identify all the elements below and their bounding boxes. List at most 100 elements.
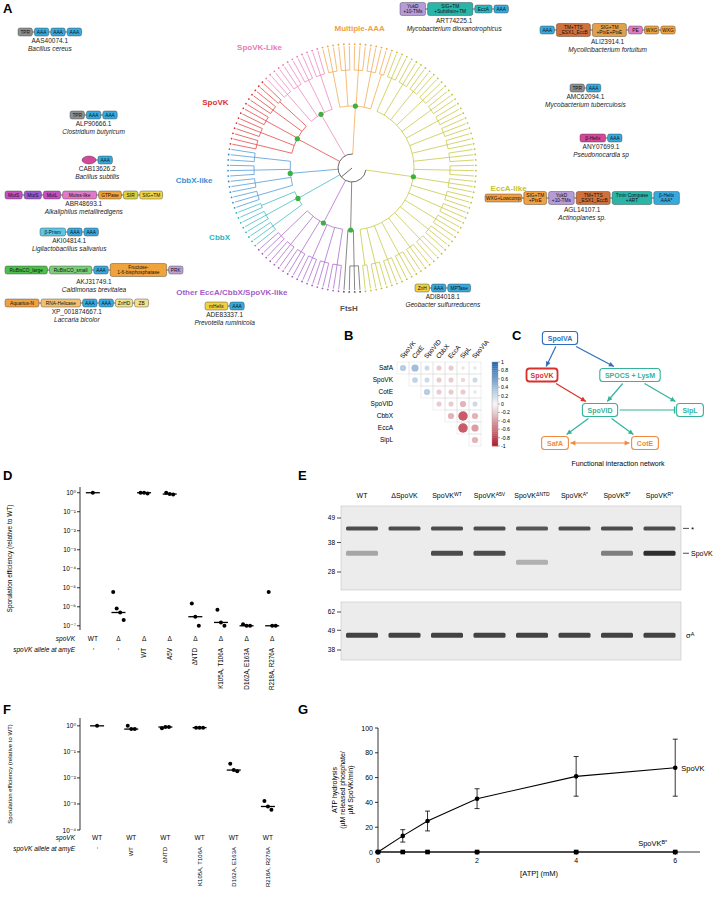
axis-title: ATP hydrolysis [331, 766, 339, 813]
cell-frame [433, 386, 445, 398]
leaf-tip [467, 122, 469, 124]
branch [321, 75, 333, 109]
tick-label: 10⁻⁵ [63, 584, 77, 591]
marker-tick [337, 518, 341, 519]
species: Mycobacterium tuberculosis [545, 101, 626, 109]
leaf-branch [375, 263, 381, 286]
domain-label: AAA [70, 30, 80, 35]
branch [412, 145, 447, 154]
branch [353, 230, 355, 266]
domain [549, 192, 575, 205]
marker-tick [337, 630, 341, 631]
median [214, 622, 228, 623]
category-label: D162A, E163A [243, 647, 250, 689]
leaf-branch [438, 215, 459, 227]
cell [473, 366, 477, 370]
lane-label: SpoVKA* [561, 491, 588, 500]
leaf-tip [343, 291, 345, 293]
colorbar-segment [492, 433, 498, 435]
domain [135, 299, 149, 307]
domain-label: β-Helix [585, 136, 601, 141]
row-label: CotE [379, 388, 394, 395]
domain-label: Aquarius-N [10, 301, 35, 306]
cell-frame [469, 434, 481, 446]
leaf-tip [269, 260, 271, 262]
leaf-tip [348, 291, 350, 293]
leaf-branch [403, 64, 415, 85]
leaf-branch [367, 265, 371, 289]
leaf-branch [406, 249, 419, 269]
domain [86, 111, 100, 119]
point [122, 618, 126, 622]
domain-label: PRK [171, 268, 182, 273]
band [389, 551, 421, 556]
band-label: σA [686, 631, 695, 640]
leaf-branch [248, 219, 269, 231]
colorbar-segment [492, 425, 498, 427]
edge [570, 441, 629, 446]
leaf-tip [332, 45, 334, 47]
branch [292, 126, 307, 153]
arrow-head [625, 441, 630, 446]
leaf-branch [433, 222, 453, 235]
marker-tick [337, 572, 341, 573]
y-tick [375, 777, 378, 778]
leaf-tip [316, 286, 318, 288]
leaf-branch [428, 229, 447, 244]
tick-label: 10⁻⁴ [63, 827, 77, 834]
leaf-tip [343, 43, 345, 45]
row-label: CbbX [377, 412, 394, 419]
domain [67, 28, 81, 36]
marker-label: 38 [328, 539, 336, 546]
branch [391, 92, 414, 120]
leaf-tip [301, 281, 303, 283]
cell [424, 389, 430, 395]
cells [397, 362, 481, 446]
leaf-tip [306, 52, 308, 54]
tick-label: 4 [574, 857, 578, 864]
root-branch [341, 168, 352, 177]
clade-label: EccA-like [491, 184, 528, 193]
domain-label: MutS [27, 193, 38, 198]
leaf-branch [410, 247, 424, 266]
band [516, 633, 548, 638]
point [400, 850, 405, 855]
error-bar [574, 757, 579, 797]
band [346, 526, 378, 530]
label-superscript: ΔNTD [536, 491, 550, 497]
y-tick [77, 803, 80, 804]
domain [428, 3, 473, 16]
tick-label: 80 [365, 749, 373, 756]
leaf-tip [228, 154, 230, 156]
leaf-branch [284, 249, 297, 269]
colorbar-segment [492, 427, 498, 429]
leaf-branch [328, 264, 333, 288]
label-superscript: WT [454, 491, 462, 497]
lane-label: SpoVKWT [432, 491, 462, 500]
error-cap [400, 842, 405, 843]
leaf-tip [470, 132, 472, 134]
colorbar-label: -0.6 [501, 426, 510, 432]
colorbar-segment [492, 404, 498, 406]
median [111, 612, 125, 613]
node-dot [348, 227, 353, 232]
branch [400, 207, 428, 230]
leaf-tip [254, 89, 256, 91]
leaf-branch [371, 264, 376, 288]
domain [41, 299, 81, 307]
tree [227, 43, 477, 293]
domain-label: AAA [589, 86, 599, 91]
colorbar-label: -0.2 [501, 409, 510, 415]
colorbar-segment [492, 410, 498, 412]
domain-label: +10-TMs [552, 198, 572, 203]
domain-label: AAA [610, 136, 620, 141]
edge [607, 384, 622, 402]
domain-label: TPR [20, 30, 30, 35]
colorbar-segment [492, 381, 498, 383]
leaf-branch [354, 46, 356, 70]
node-dot [321, 220, 326, 225]
cell [424, 365, 429, 370]
strain-label: WT [126, 834, 136, 841]
leaf-branch [367, 47, 371, 71]
architecture: β-PrismAAAAAAAKI04814.1Ligilactobacillus… [32, 228, 107, 253]
